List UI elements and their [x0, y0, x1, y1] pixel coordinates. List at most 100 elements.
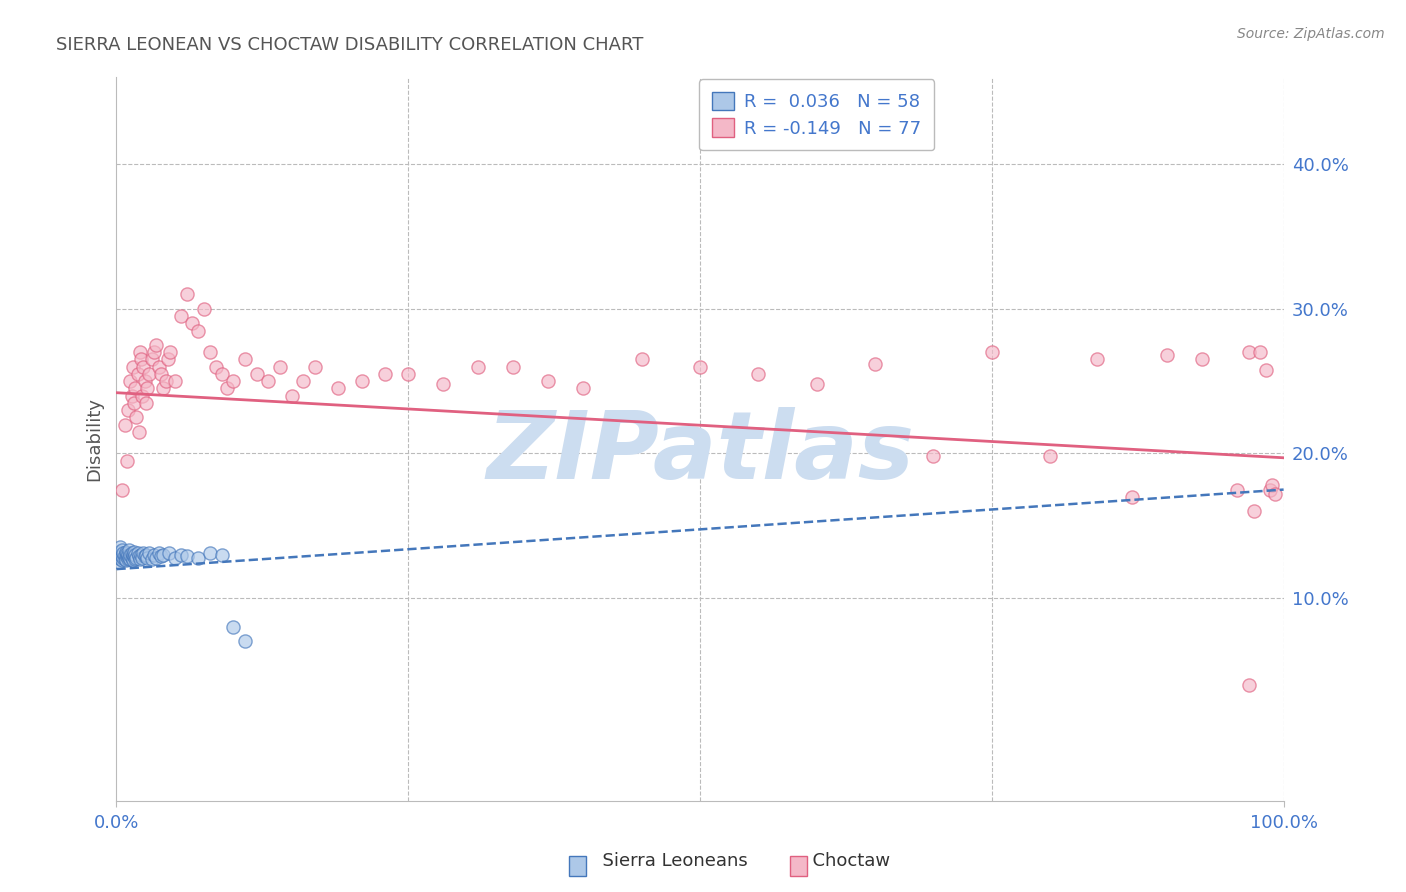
Point: [1226, 483, 1249, 497]
Point: [233, 634, 256, 648]
Point: [747, 367, 769, 381]
Point: [111, 483, 134, 497]
Legend: R =  0.036   N = 58, R = -0.149   N = 77: R = 0.036 N = 58, R = -0.149 N = 77: [699, 79, 934, 151]
Point: [922, 450, 945, 464]
Point: [630, 352, 652, 367]
Point: [145, 338, 167, 352]
Point: [134, 374, 156, 388]
Point: [374, 367, 396, 381]
Point: [110, 552, 132, 566]
Text: Sierra Leoneans: Sierra Leoneans: [591, 852, 747, 870]
Point: [128, 345, 150, 359]
Point: [269, 359, 291, 374]
Point: [128, 549, 150, 563]
Point: [131, 550, 153, 565]
Text: Choctaw: Choctaw: [801, 852, 890, 870]
Point: [198, 546, 221, 560]
Point: [114, 548, 136, 562]
Point: [115, 453, 138, 467]
Point: [108, 555, 131, 569]
Point: [117, 552, 139, 566]
Point: [135, 396, 157, 410]
Point: [572, 381, 595, 395]
Point: [145, 550, 167, 565]
Point: [110, 548, 132, 562]
Point: [396, 367, 419, 381]
Point: [117, 403, 139, 417]
Point: [117, 548, 139, 562]
Point: [156, 352, 179, 367]
Point: [689, 359, 711, 374]
Point: [181, 316, 204, 330]
Point: [1261, 478, 1284, 492]
Point: [198, 345, 221, 359]
Point: [108, 550, 131, 565]
Point: [114, 545, 136, 559]
Point: [1039, 450, 1062, 464]
Point: [141, 552, 163, 566]
Point: [1156, 348, 1178, 362]
Point: [170, 309, 193, 323]
Point: [222, 374, 245, 388]
Point: [122, 545, 145, 559]
Point: [125, 410, 148, 425]
Point: [1258, 483, 1281, 497]
Point: [112, 546, 135, 560]
Text: Source: ZipAtlas.com: Source: ZipAtlas.com: [1237, 27, 1385, 41]
Point: [176, 549, 198, 563]
Point: [257, 374, 280, 388]
Point: [187, 324, 209, 338]
Point: [1191, 352, 1213, 367]
Point: [806, 377, 828, 392]
Point: [121, 550, 143, 565]
Point: [142, 345, 165, 359]
Point: [1237, 345, 1260, 359]
Point: [120, 552, 142, 566]
Point: [152, 381, 174, 395]
Point: [155, 374, 177, 388]
Point: [141, 352, 163, 367]
Point: [233, 352, 256, 367]
Point: [148, 546, 170, 560]
Point: [127, 367, 149, 381]
Point: [193, 301, 215, 316]
Point: [170, 548, 193, 562]
Point: [1264, 487, 1286, 501]
Point: [980, 345, 1002, 359]
Point: [211, 548, 233, 562]
Point: [122, 549, 145, 563]
Point: [128, 425, 150, 439]
Point: [138, 367, 160, 381]
Point: [142, 548, 165, 562]
Point: [114, 552, 136, 566]
Point: [152, 548, 174, 562]
Y-axis label: Disability: Disability: [86, 397, 103, 481]
Point: [127, 546, 149, 560]
Point: [107, 548, 129, 562]
Point: [112, 550, 135, 565]
Point: [135, 381, 157, 395]
Point: [115, 549, 138, 563]
Point: [124, 552, 146, 566]
Point: [118, 543, 141, 558]
Point: [328, 381, 350, 395]
Point: [350, 374, 373, 388]
Point: [132, 546, 155, 560]
Point: [148, 359, 170, 374]
Point: [159, 345, 181, 359]
Point: [163, 374, 186, 388]
Point: [129, 352, 152, 367]
Point: [502, 359, 524, 374]
Point: [120, 548, 142, 562]
Point: [432, 377, 454, 392]
Point: [121, 388, 143, 402]
Point: [122, 396, 145, 410]
Point: [537, 374, 560, 388]
Point: [149, 367, 172, 381]
Point: [121, 359, 143, 374]
Point: [304, 359, 326, 374]
Text: SIERRA LEONEAN VS CHOCTAW DISABILITY CORRELATION CHART: SIERRA LEONEAN VS CHOCTAW DISABILITY COR…: [56, 36, 644, 54]
Point: [128, 552, 150, 566]
Point: [135, 548, 157, 562]
Point: [1243, 504, 1265, 518]
